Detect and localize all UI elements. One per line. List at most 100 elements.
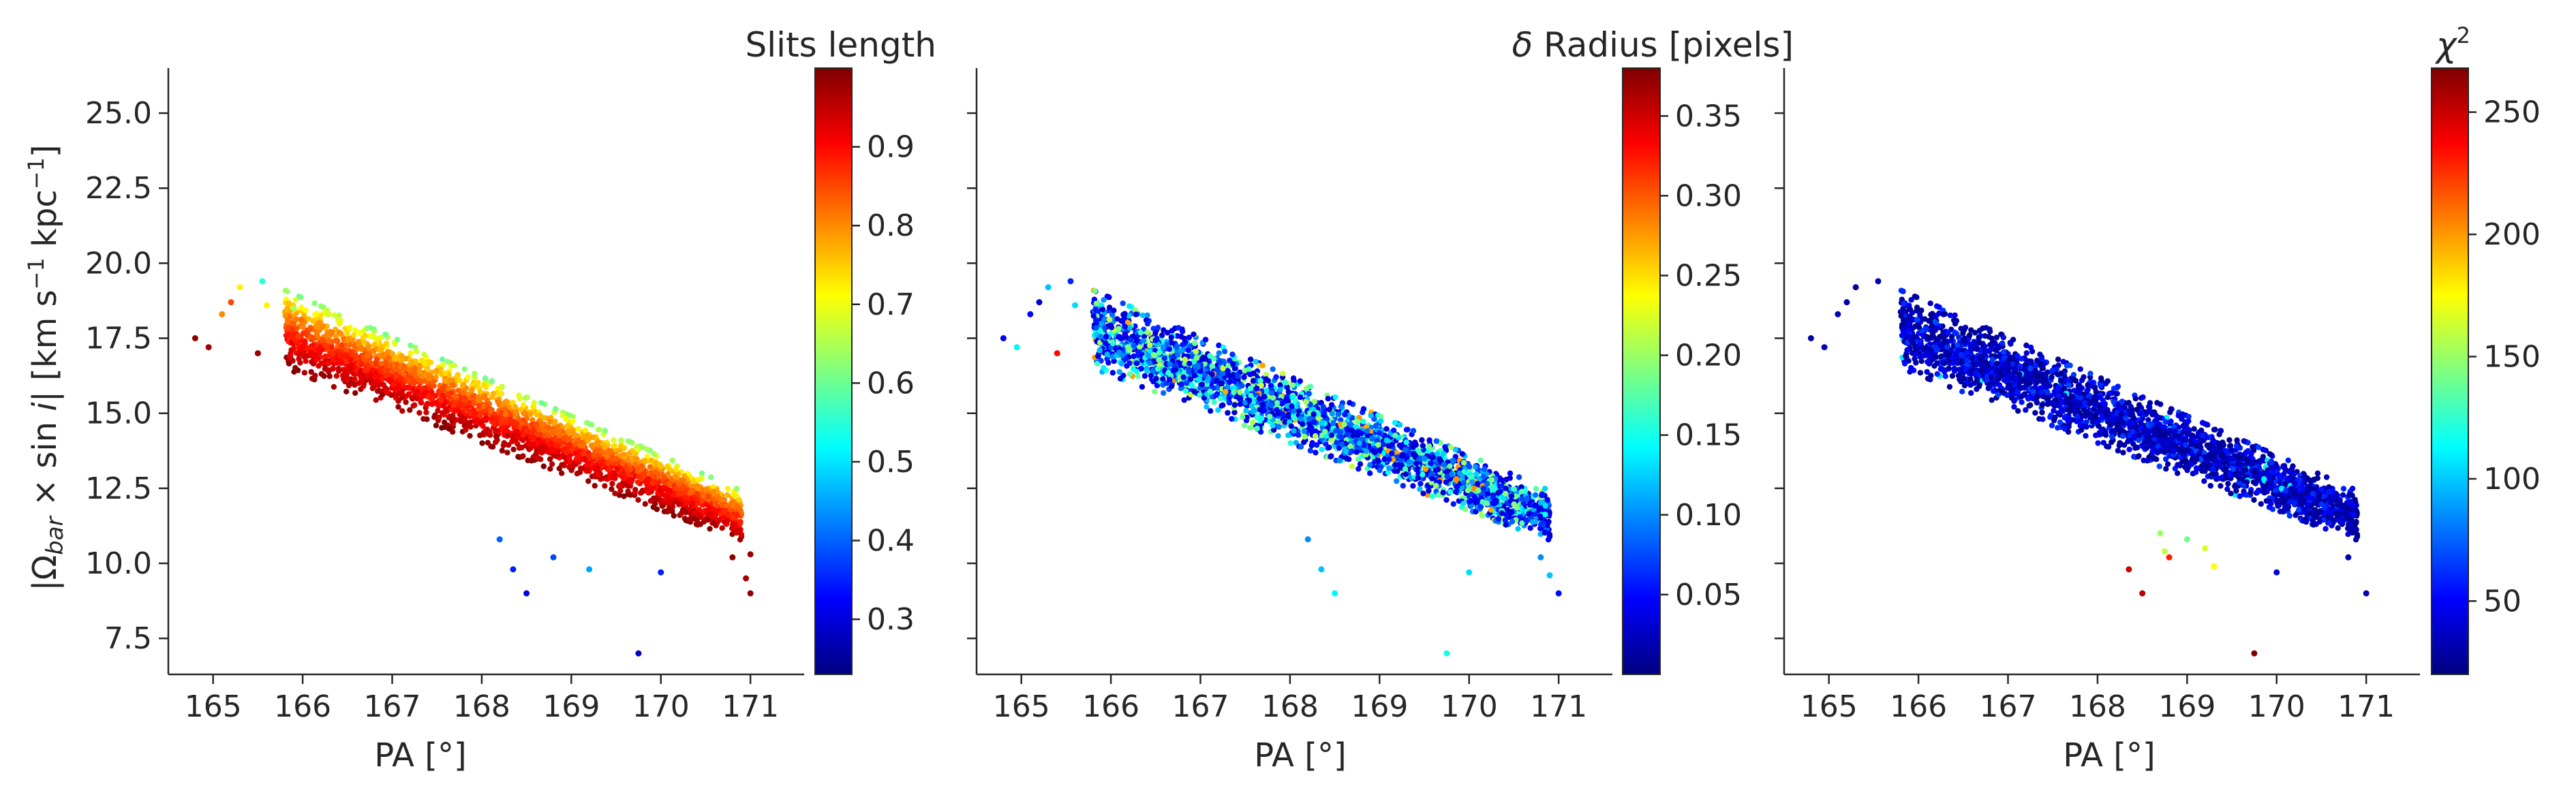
scatter-point: [669, 457, 675, 463]
scatter-point: [1118, 360, 1125, 367]
scatter-point: [1295, 432, 1302, 438]
scatter-point: [346, 324, 353, 330]
scatter-point: [625, 482, 631, 489]
scatter-point: [370, 347, 376, 354]
scatter-point: [676, 490, 683, 497]
scatter-point: [656, 487, 663, 494]
scatter-point: [409, 360, 415, 366]
scatter-point: [477, 389, 483, 395]
scatter-point: [1095, 353, 1101, 360]
scatter-point: [1480, 473, 1487, 480]
scatter-point: [1133, 311, 1139, 317]
scatter-point: [559, 462, 565, 468]
scatter-point: [459, 413, 465, 420]
scatter-point: [259, 278, 266, 285]
scatter-point: [1417, 480, 1424, 487]
scatter-point: [337, 352, 343, 359]
scatter-point: [370, 381, 376, 388]
scatter-point: [453, 394, 459, 400]
scatter-point: [567, 441, 573, 448]
scatter-point: [294, 340, 301, 347]
scatter-point: [347, 366, 353, 372]
scatter-point: [399, 353, 405, 359]
scatter-point: [1509, 509, 1515, 515]
scatter-point: [684, 499, 691, 505]
scatter-point: [707, 526, 713, 532]
scatter-point: [401, 363, 407, 369]
scatter-point: [416, 368, 423, 374]
scatter-point: [191, 335, 198, 342]
scatter-point: [1209, 363, 1215, 369]
x-tick-label: 168: [453, 689, 510, 724]
scatter-point: [1373, 422, 1379, 429]
scatter-point: [297, 360, 303, 366]
scatter-point: [586, 566, 593, 573]
scatter-point: [575, 426, 581, 432]
scatter-point: [645, 475, 651, 482]
scatter-point: [314, 356, 321, 362]
scatter-point: [482, 375, 489, 381]
scatter-point: [477, 412, 483, 418]
scatter-point: [448, 396, 454, 402]
scatter-point: [408, 350, 414, 356]
scatter-point: [407, 407, 413, 413]
scatter-point: [293, 316, 299, 322]
scatter-point: [1328, 453, 1334, 459]
scatter-point: [306, 316, 312, 322]
scatter-point: [1140, 338, 1147, 344]
x-tick-label: 167: [364, 689, 421, 724]
scatter-point: [327, 349, 333, 356]
scatter-point: [626, 450, 632, 457]
scatter-point: [1426, 437, 1432, 443]
scatter-point: [667, 488, 673, 494]
scatter-point: [589, 422, 595, 428]
scatter-point: [535, 455, 541, 461]
scatter-point: [1273, 374, 1279, 380]
scatter-point: [584, 462, 590, 468]
scatter-point: [658, 569, 664, 576]
scatter-point: [707, 474, 714, 480]
scatter-point: [658, 463, 664, 470]
scatter-point: [428, 395, 434, 402]
scatter-point: [666, 499, 673, 505]
scatter-point: [567, 458, 573, 465]
scatter-point: [652, 480, 658, 486]
scatter-point: [1481, 466, 1488, 472]
scatter-point: [518, 444, 524, 450]
scatter-point: [467, 433, 473, 439]
scatter-point: [285, 300, 292, 307]
scatter-point: [549, 461, 555, 467]
scatter-point: [435, 407, 441, 414]
scatter-point: [205, 344, 212, 351]
scatter-point: [1545, 537, 1552, 543]
scatter-point: [493, 428, 500, 435]
scatter-point: [1241, 422, 1248, 428]
scatter-point: [547, 466, 553, 472]
scatter-point: [1122, 330, 1129, 337]
scatter-point: [1532, 492, 1539, 498]
scatter-point: [609, 480, 615, 487]
scatter-point: [1285, 432, 1291, 439]
scatter-point: [324, 311, 331, 317]
scatter-point: [1516, 474, 1522, 480]
scatter-point: [733, 529, 740, 536]
scatter-point: [412, 365, 418, 372]
scatter-point: [635, 497, 641, 503]
scatter-point: [602, 428, 609, 434]
scatter-point: [1479, 512, 1485, 519]
scatter-point: [1237, 401, 1244, 407]
scatter-point: [1450, 457, 1456, 464]
scatter-point: [564, 450, 570, 456]
scatter-point: [540, 427, 547, 433]
scatter-point: [482, 415, 489, 421]
scatter-point: [292, 297, 298, 303]
scatter-point: [1168, 384, 1175, 390]
scatter-point: [285, 325, 291, 331]
scatter-point: [310, 335, 316, 342]
scatter-point: [413, 348, 420, 355]
scatter-point: [701, 509, 707, 515]
scatter-point: [1495, 516, 1501, 522]
scatter-point: [1419, 437, 1425, 443]
scatter-point: [1477, 457, 1484, 463]
